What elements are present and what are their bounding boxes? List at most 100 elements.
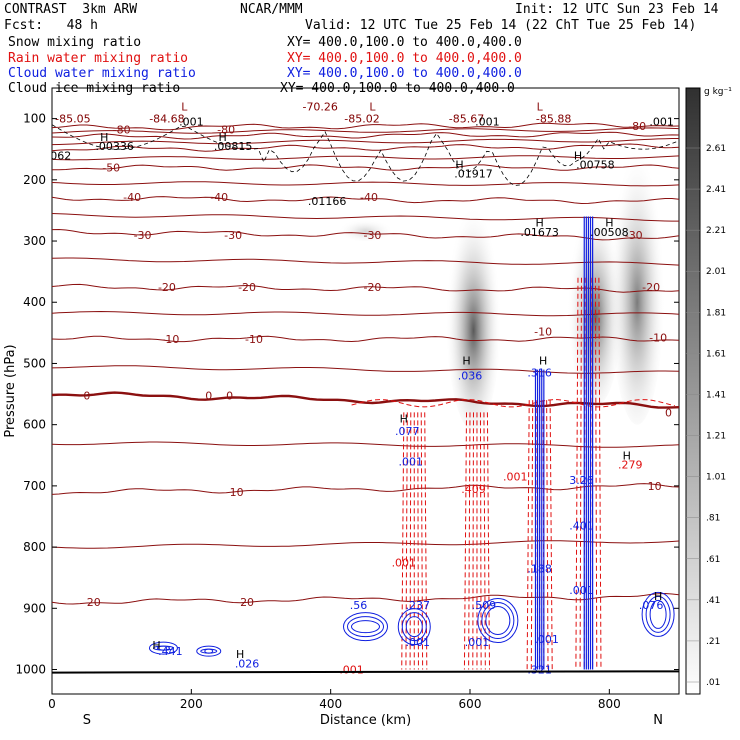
y-tick-label: 200 xyxy=(23,173,46,187)
legend-rain-xy: XY= 400.0,100.0 to 400.0,400.0 xyxy=(287,51,522,66)
colorbar xyxy=(685,87,701,695)
contour-value-label: .001 xyxy=(406,636,431,649)
isotherm-line xyxy=(52,310,679,317)
contour-value-label: .509 xyxy=(472,599,497,612)
extremum-marker: H xyxy=(623,449,631,462)
y-tick-label: 300 xyxy=(23,234,46,248)
cloud-water-contour xyxy=(477,598,519,644)
rain-contour xyxy=(530,400,534,670)
cloud-water-contour xyxy=(397,608,431,646)
isotherm-line xyxy=(52,143,679,152)
contour-value-label: .01673 xyxy=(520,226,559,239)
contour-value-label: .316 xyxy=(527,367,552,380)
isotherm-line xyxy=(52,283,679,293)
extremum-marker: L xyxy=(537,100,544,113)
rain-contour xyxy=(598,277,602,670)
contour-value-label: .00815 xyxy=(214,140,253,153)
rain-contour xyxy=(575,277,579,670)
cloud-water-contour xyxy=(196,645,222,657)
extremum-marker: L xyxy=(369,100,376,113)
rain-contour xyxy=(420,412,424,670)
contour-value-label: -84.68 xyxy=(149,113,184,126)
extremum-marker: H xyxy=(574,149,582,162)
isotherm-line xyxy=(52,155,679,161)
contour-value-label: .441 xyxy=(158,645,183,658)
legend-cloud-water: Cloud water mixing ratio xyxy=(8,66,196,81)
contour-value-label: .56 xyxy=(350,599,368,612)
rain-contour xyxy=(594,277,598,670)
isotherm-label: 10 xyxy=(230,486,244,499)
north-label: N xyxy=(653,713,663,728)
isotherm-label: -80 xyxy=(628,120,646,133)
isotherm-label: 0 xyxy=(205,389,212,402)
rain-contour xyxy=(401,412,405,670)
cloud-water-contour xyxy=(343,612,388,642)
cloud-water-contour xyxy=(645,595,671,633)
rain-contour xyxy=(351,399,675,408)
isotherm-line xyxy=(52,213,679,222)
rain-contour xyxy=(549,400,553,670)
y-tick-label: 600 xyxy=(23,418,46,432)
rain-contour xyxy=(526,400,530,670)
colorbar-tick-label: 1.01 xyxy=(706,473,726,483)
contour-value-label: .001 xyxy=(399,455,424,468)
isotherm-line xyxy=(52,181,679,187)
contour-value-label: .00508 xyxy=(590,226,629,239)
contour-value-label: .036 xyxy=(458,370,483,383)
isotherm-label: -20 xyxy=(158,281,176,294)
isotherm-label: -40 xyxy=(123,191,141,204)
isotherm-label: -20 xyxy=(238,281,256,294)
isotherm-label: -10 xyxy=(534,326,552,339)
isotherm-label: -10 xyxy=(161,333,179,346)
ground-line xyxy=(51,670,680,674)
rain-contour xyxy=(546,400,549,670)
isotherm-line xyxy=(52,228,679,241)
colorbar-tick-label: 2.01 xyxy=(706,267,726,277)
cloud-water-contour xyxy=(481,602,515,640)
isotherm-label: 20 xyxy=(87,596,101,609)
cloud-water-contour xyxy=(156,645,170,651)
isotherm-line xyxy=(52,122,679,131)
south-label: S xyxy=(83,713,91,728)
y-tick-label: 700 xyxy=(23,479,46,493)
contour-value-label: .00758 xyxy=(576,159,615,172)
contour-value-label: .001 xyxy=(649,116,674,129)
snow-column xyxy=(337,216,394,242)
cloud-water-contour xyxy=(485,606,511,636)
contour-value-label: -85.67 xyxy=(449,113,484,126)
contour-value-label: .001 xyxy=(475,116,500,129)
contour-value-label: .076 xyxy=(639,599,664,612)
isotherm-line xyxy=(52,540,679,549)
contour-value-label: .279 xyxy=(618,458,643,471)
colorbar-tick-label: 2.61 xyxy=(706,144,726,154)
cloud-ice-contour xyxy=(52,124,677,186)
x-tick-label: 600 xyxy=(459,697,482,711)
contour-value-label: .001 xyxy=(503,471,528,484)
legend-cloud-water-xy: XY= 400.0,100.0 to 400.0,400.0 xyxy=(287,66,522,81)
isotherm-line xyxy=(52,335,679,343)
isotherm-label: 0 xyxy=(83,389,90,402)
contour-value-label: .001 xyxy=(465,636,490,649)
isotherm-label: -80 xyxy=(217,124,235,137)
contour-value-label: -85.05 xyxy=(55,113,90,126)
extremum-marker: H xyxy=(536,217,544,230)
colorbar-tick-label: .41 xyxy=(706,596,720,606)
cloud-water-contour xyxy=(148,641,178,655)
contour-value-label: 3.26 xyxy=(569,474,594,487)
extremum-marker: H xyxy=(462,354,470,367)
y-tick-label: 1000 xyxy=(15,663,46,677)
isotherm-line xyxy=(52,196,679,205)
colorbar-tick-label: .01 xyxy=(706,678,720,688)
legend-rain: Rain water mixing ratio xyxy=(8,51,189,66)
rain-contour xyxy=(463,412,468,670)
contour-value-label: .001 xyxy=(569,584,594,597)
contour-value-label: .001 xyxy=(179,116,204,129)
isotherm-line xyxy=(52,138,679,146)
contour-value-label: -85.02 xyxy=(344,113,379,126)
init-time: Init: 12 UTC Sun 23 Feb 14 xyxy=(515,2,719,17)
rain-contour xyxy=(579,277,582,670)
x-axis-label: Distance (km) xyxy=(320,713,411,728)
y-tick-label: 500 xyxy=(23,356,46,370)
isotherm-line xyxy=(52,483,679,495)
isotherm-line xyxy=(52,365,679,374)
